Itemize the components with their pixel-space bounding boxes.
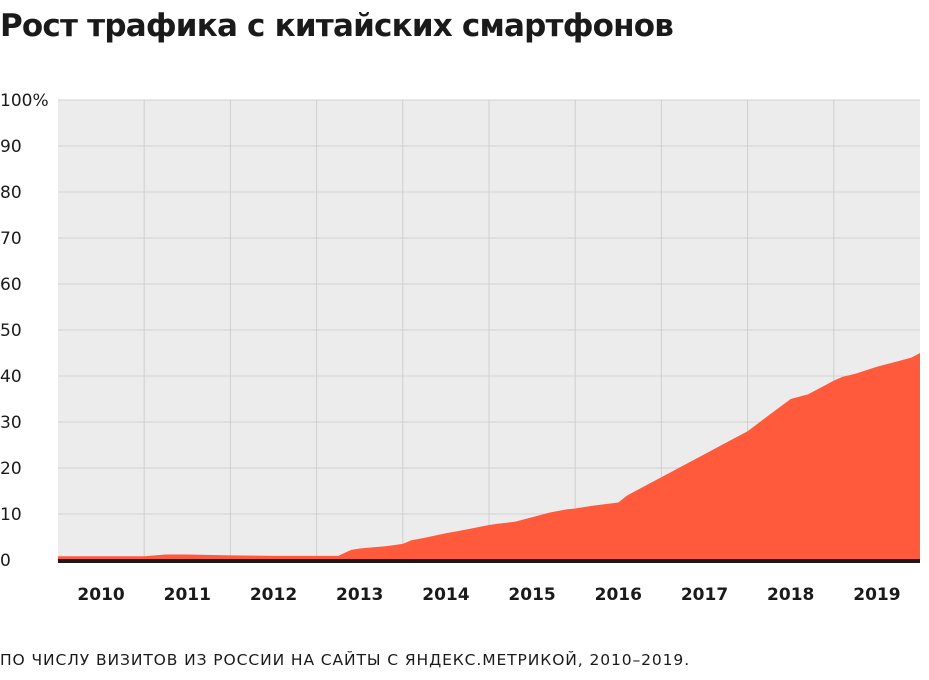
x-tick-label: 2015 [508, 585, 555, 605]
x-tick-label: 2012 [250, 585, 297, 605]
x-tick-labels: 2010 2011 2012 2013 2014 2015 2016 2017 2018 2019 [77, 585, 900, 605]
y-tick-label: 100% [0, 91, 49, 111]
chart-title: Рост трафика с китайских смартфонов [0, 8, 674, 44]
x-tick-label: 2010 [77, 585, 124, 605]
x-tick-label: 2019 [853, 585, 900, 605]
y-tick-label: 90 [0, 137, 22, 157]
x-tick-label: 2016 [595, 585, 642, 605]
x-tick-label: 2017 [681, 585, 728, 605]
y-tick-label: 30 [0, 413, 22, 433]
y-tick-label: 10 [0, 505, 22, 525]
chart-caption: ПО ЧИСЛУ ВИЗИТОВ ИЗ РОССИИ НА САЙТЫ С ЯН… [0, 651, 691, 669]
y-tick-label: 0 [0, 551, 11, 571]
x-axis-baseline [58, 559, 920, 563]
x-tick-label: 2018 [767, 585, 814, 605]
y-tick-label: 80 [0, 183, 22, 203]
y-tick-label: 50 [0, 321, 22, 341]
y-tick-labels: 0 10 20 30 40 50 60 70 80 90 100% [0, 91, 49, 571]
series-area [58, 353, 920, 560]
x-tick-label: 2014 [422, 585, 469, 605]
y-tick-label: 20 [0, 459, 22, 479]
x-tick-label: 2013 [336, 585, 383, 605]
x-tick-label: 2011 [164, 585, 211, 605]
y-tick-label: 60 [0, 275, 22, 295]
y-tick-label: 70 [0, 229, 22, 249]
y-tick-label: 40 [0, 367, 22, 387]
